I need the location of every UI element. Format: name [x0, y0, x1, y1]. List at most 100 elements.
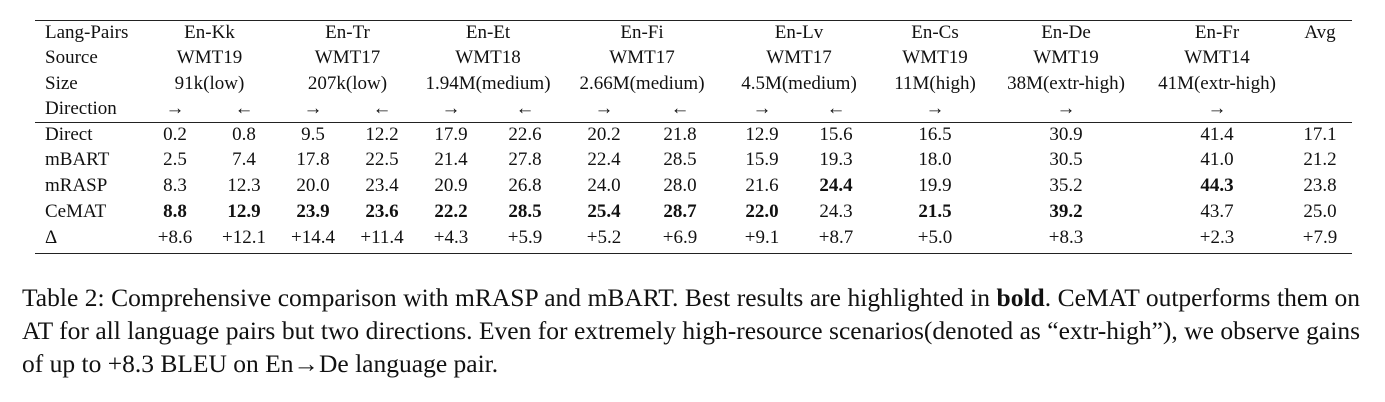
row-label: Δ — [45, 227, 58, 248]
row-label: Direct — [45, 124, 93, 145]
cell: 39.2 — [1049, 201, 1083, 222]
cell: +7.9 — [1302, 227, 1338, 248]
cell: 17.1 — [1303, 124, 1337, 145]
cell: 20.9 — [434, 175, 468, 196]
direction: ← — [826, 98, 846, 119]
lang-pair: En-Cs — [911, 22, 959, 43]
cell: 24.0 — [587, 175, 621, 196]
top-rule — [35, 20, 1352, 21]
direction: ← — [372, 98, 392, 119]
cell: 19.9 — [918, 175, 952, 196]
cell: +5.0 — [917, 227, 953, 248]
cell: 21.4 — [434, 149, 468, 170]
cell: 22.0 — [745, 201, 779, 222]
cell: +9.1 — [744, 227, 780, 248]
size: 2.66M(medium) — [579, 73, 705, 94]
cell: 21.2 — [1303, 149, 1337, 170]
source: WMT17 — [314, 47, 381, 68]
cell: 21.5 — [918, 201, 952, 222]
cell: 21.6 — [745, 175, 779, 196]
cell: +5.2 — [586, 227, 622, 248]
lang-pair: En-Tr — [325, 22, 370, 43]
size: 207k(low) — [307, 73, 388, 94]
cell: 17.8 — [296, 149, 330, 170]
cell: 22.5 — [365, 149, 399, 170]
cell: +6.9 — [662, 227, 698, 248]
caption-label: Table 2: — [22, 283, 105, 312]
mid-rule — [35, 122, 1352, 123]
source: WMT19 — [902, 47, 968, 68]
cell: 26.8 — [508, 175, 542, 196]
cell: 41.0 — [1200, 149, 1234, 170]
cell: 27.8 — [508, 149, 542, 170]
cell: 30.5 — [1049, 149, 1083, 170]
row-label: CeMAT — [45, 201, 107, 222]
cell: +8.3 — [1048, 227, 1084, 248]
cell: 15.6 — [819, 124, 853, 145]
row-label: mRASP — [45, 175, 108, 196]
caption-text: Comprehensive comparison with mRASP and … — [104, 283, 997, 312]
cell: 23.9 — [296, 201, 330, 222]
direction: → — [1056, 98, 1076, 119]
source: WMT17 — [766, 47, 832, 68]
cell: 35.2 — [1049, 175, 1083, 196]
bottom-rule — [35, 253, 1352, 254]
direction: ← — [234, 98, 254, 119]
source: WMT17 — [609, 47, 675, 68]
avg-header: Avg — [1304, 22, 1336, 43]
cell: 2.5 — [163, 149, 187, 170]
direction: → — [752, 98, 772, 119]
cell: 24.3 — [819, 201, 853, 222]
cell: +5.9 — [507, 227, 543, 248]
size: 4.5M(medium) — [741, 73, 857, 94]
header-label: Lang-Pairs — [45, 22, 129, 43]
direction: → — [441, 98, 461, 119]
source: WMT14 — [1184, 47, 1250, 68]
cell: +4.3 — [433, 227, 469, 248]
cell: 8.3 — [163, 175, 187, 196]
cell: 8.8 — [163, 201, 187, 222]
cell: 22.2 — [434, 201, 468, 222]
lang-pair: En-Kk — [184, 22, 235, 43]
cell: 23.4 — [365, 175, 399, 196]
header-label: Source — [45, 47, 98, 68]
cell: 20.0 — [296, 175, 330, 196]
cell: +11.4 — [360, 227, 404, 248]
cell: 0.8 — [232, 124, 256, 145]
cell: 16.5 — [918, 124, 952, 145]
cell: 12.9 — [227, 201, 261, 222]
lang-pair: En-Fr — [1194, 22, 1240, 43]
cell: 28.5 — [508, 201, 542, 222]
cell: 12.2 — [365, 124, 399, 145]
cell: 43.7 — [1200, 201, 1234, 222]
header-label: Direction — [45, 98, 117, 119]
size: 41M(extr-high) — [1158, 73, 1276, 94]
cell: 15.9 — [745, 149, 779, 170]
cell: 30.9 — [1049, 124, 1083, 145]
caption-text: . CeMAT outperforms them on AT for all l… — [22, 283, 1360, 378]
size: 1.94M(medium) — [425, 73, 551, 94]
direction: → — [1207, 98, 1227, 119]
cell: 41.4 — [1200, 124, 1234, 145]
row-label: mBART — [45, 149, 110, 170]
direction: → — [594, 98, 614, 119]
cell: 22.6 — [508, 124, 542, 145]
cell: 25.4 — [587, 201, 621, 222]
cell: +8.6 — [157, 227, 193, 248]
direction: → — [165, 98, 185, 119]
cell: 12.9 — [745, 124, 779, 145]
cell: 23.6 — [365, 201, 399, 222]
cell: 0.2 — [163, 124, 187, 145]
cell: 9.5 — [301, 124, 325, 145]
cell: 28.7 — [663, 201, 697, 222]
cell: 12.3 — [227, 175, 261, 196]
source: WMT18 — [455, 47, 521, 68]
lang-pair: En-Lv — [774, 22, 824, 43]
size: 91k(low) — [174, 73, 245, 94]
cell: +2.3 — [1199, 227, 1235, 248]
direction: ← — [670, 98, 690, 119]
cell: 24.4 — [819, 175, 853, 196]
size: 11M(high) — [894, 73, 976, 94]
direction: → — [303, 98, 323, 119]
direction: ← — [515, 98, 535, 119]
